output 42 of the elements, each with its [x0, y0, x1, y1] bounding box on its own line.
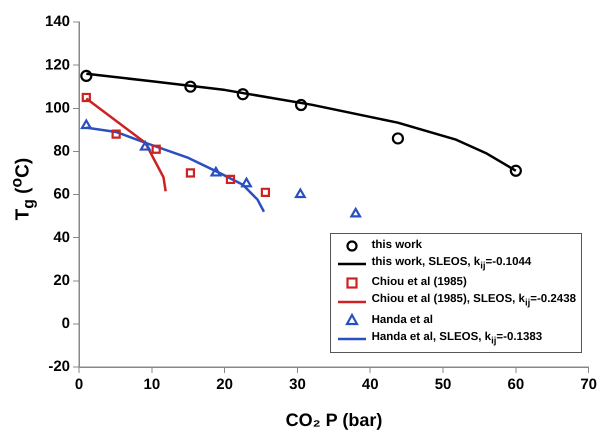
x-tick-label: 30: [289, 376, 306, 394]
y-tick-label: 40: [53, 228, 70, 246]
point: [112, 129, 121, 139]
legend-label: Chiou et al (1985): [372, 275, 467, 290]
y-tick-label: 0: [62, 315, 70, 332]
y-tick-label: 20: [53, 272, 70, 289]
x-axis-title: CO₂ P (bar): [284, 410, 384, 431]
legend-label: this work, SLEOS, k$_{ij}$=-0.1044: [372, 255, 532, 274]
point: [140, 140, 151, 151]
point: [80, 119, 92, 130]
y-tick-label: -20: [48, 358, 70, 376]
point: [294, 98, 308, 112]
point: [226, 174, 236, 184]
legend-label: Handa et al: [372, 312, 433, 328]
x-tick-label: 20: [216, 376, 233, 394]
x-tick-label: 10: [143, 376, 160, 394]
legend-label: Handa et al, SLEOS, k$_{ij}$=-0.1383: [372, 330, 542, 348]
y-tick-label: 140: [44, 13, 70, 30]
point: [210, 166, 222, 177]
point: [260, 188, 270, 197]
x-tick-label: 60: [508, 376, 524, 394]
point: [152, 144, 161, 154]
y-tick-label: 80: [53, 142, 70, 160]
legend-label: this work: [372, 238, 422, 254]
point: [392, 132, 404, 145]
point: [241, 178, 252, 188]
x-tick-label: 50: [434, 376, 452, 394]
legend-label: Chiou et al (1985), SLEOS, k$_{ij}$=-0.2438: [372, 292, 576, 311]
point: [82, 92, 91, 102]
point: [184, 80, 197, 93]
y-tick-label: 100: [44, 99, 70, 116]
x-tick-label: 40: [362, 376, 379, 394]
point: [80, 70, 92, 82]
point: [350, 208, 362, 218]
point: [294, 188, 306, 198]
point: [510, 164, 522, 177]
x-tick-label: 0: [74, 376, 84, 394]
y-tick-label: 60: [53, 186, 70, 203]
y-tick-label: 120: [44, 56, 70, 74]
point: [236, 88, 249, 100]
x-tick-label: 70: [580, 376, 597, 394]
point: [186, 168, 196, 178]
